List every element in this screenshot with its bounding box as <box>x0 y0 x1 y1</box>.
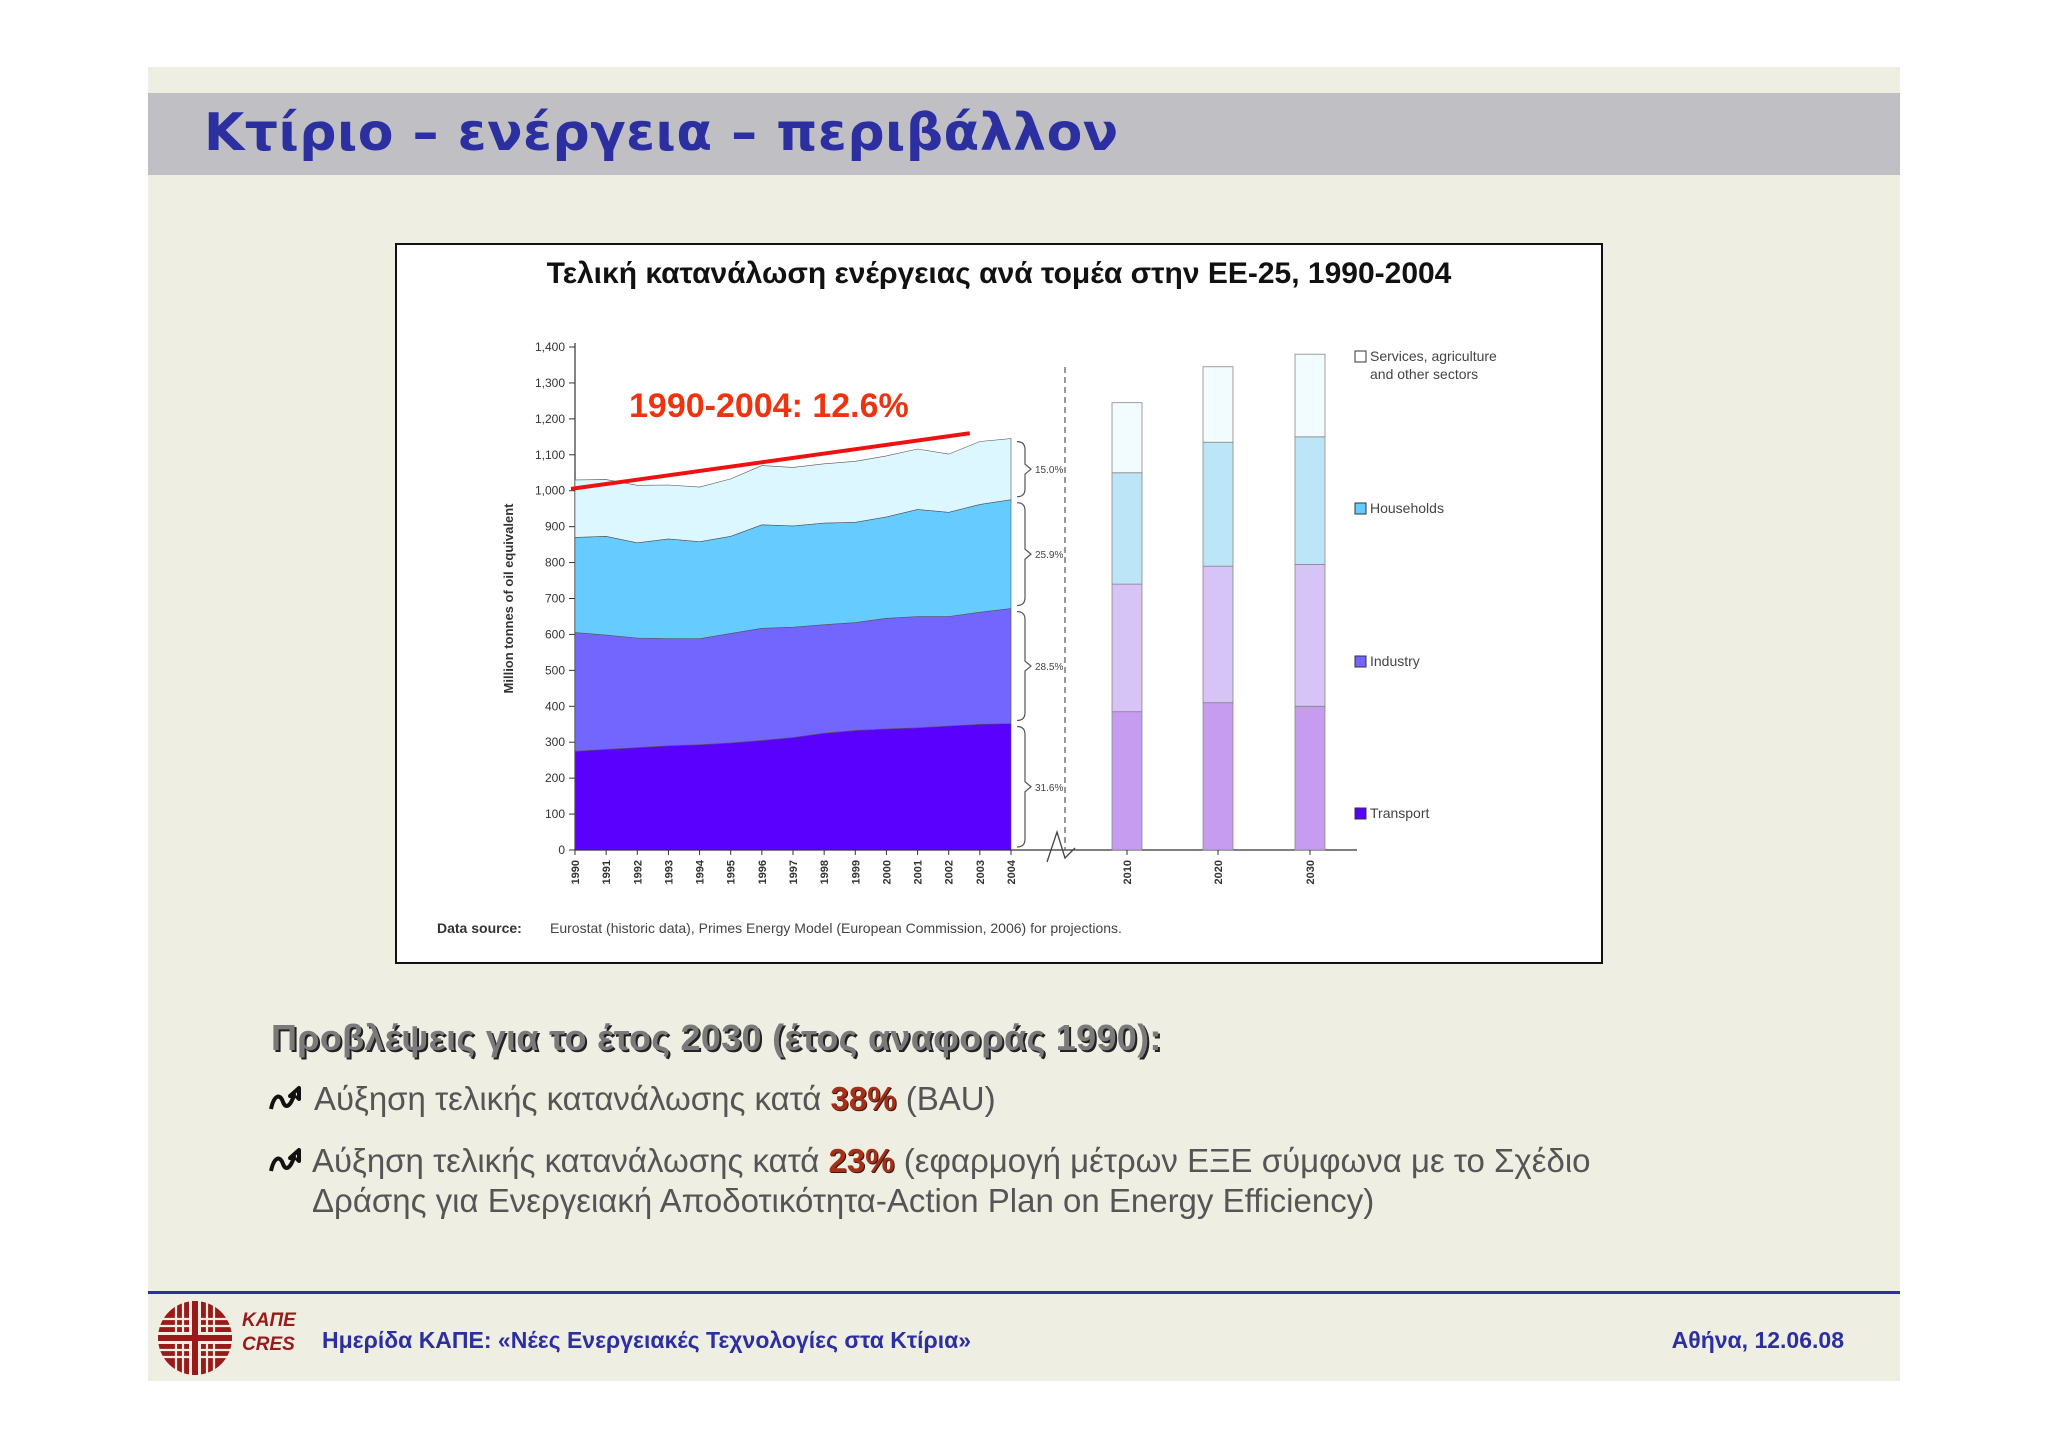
x-tick-label: 2010 <box>1122 860 1134 884</box>
footer-divider <box>148 1291 1900 1294</box>
cres-logo-icon <box>158 1301 232 1375</box>
x-tick-label: 2001 <box>913 860 925 884</box>
projection-bar-households <box>1202 441 1234 567</box>
share-label: 31.6% <box>1035 783 1063 794</box>
axis-break <box>1046 829 1076 863</box>
projection-bar-industry <box>1111 583 1143 713</box>
y-tick-label: 800 <box>545 556 565 570</box>
share-brace <box>1016 725 1032 848</box>
x-tick-label: 1997 <box>788 860 800 884</box>
share-brace <box>1016 502 1032 607</box>
x-tick-label: 2003 <box>975 860 987 884</box>
projection-bar-services <box>1294 353 1326 438</box>
legend-swatch <box>1354 655 1367 668</box>
projection-bar-industry <box>1202 565 1234 704</box>
share-label: 28.5% <box>1035 662 1063 673</box>
x-tick-label: 1999 <box>850 860 862 884</box>
forecast-item-value: 23% <box>828 1142 895 1179</box>
x-tick-label: 1996 <box>757 860 769 884</box>
projection-bar-services <box>1202 366 1234 443</box>
x-tick-label: 2030 <box>1305 860 1317 884</box>
projection-bar-transport <box>1202 702 1234 851</box>
forecast-item-text: Αύξηση τελικής κατανάλωσης κατά <box>314 1080 831 1117</box>
x-tick-label: 1995 <box>726 860 738 884</box>
projection-bar-transport <box>1111 711 1143 851</box>
y-tick-label: 900 <box>545 520 565 534</box>
x-tick-label: 2020 <box>1213 860 1225 884</box>
legend-label: and other sectors <box>1370 366 1478 382</box>
forecast-item-text-line2: Δράσης για Ενεργειακή Αποδοτικότητα-Acti… <box>312 1182 1375 1219</box>
energy-consumption-chart: 0 100 200 300 400 500 600 700 800 900 1,000 1,100 1,… <box>437 340 1497 936</box>
legend-swatch <box>1354 807 1367 820</box>
x-tick-label: 1998 <box>819 860 831 884</box>
y-tick-label: 100 <box>545 807 565 821</box>
legend-label: Services, agriculture <box>1370 348 1497 364</box>
y-tick-label: 200 <box>545 771 565 785</box>
legend-label: Households <box>1370 500 1444 516</box>
y-tick-label: 1,100 <box>535 448 565 462</box>
y-tick-label: 1,400 <box>535 340 565 354</box>
forecast-heading: Προβλέψεις για το έτος 2030 (έτος αναφορ… <box>271 1017 1162 1058</box>
y-tick-label: 500 <box>545 663 565 677</box>
projection-bar-households <box>1111 472 1143 585</box>
logo-text-kape: ΚΑΠΕ <box>242 1310 296 1331</box>
x-tick-label: 2004 <box>1006 859 1018 884</box>
forecast-item-bau: Αύξηση τελικής κατανάλωσης κατά 38% (BAU… <box>268 1079 1828 1123</box>
footer-event-title: Ημερίδα ΚΑΠΕ: «Νέες Ενεργειακές Τεχνολογ… <box>322 1327 972 1353</box>
slide: Κτίριο – ενέργεια – περιβάλλον Τελική κα… <box>148 67 1900 1381</box>
y-tick-label: 1,000 <box>535 484 565 498</box>
title-bar: Κτίριο – ενέργεια – περιβάλλον <box>148 93 1900 175</box>
slide-title: Κτίριο – ενέργεια – περιβάλλον <box>204 103 1119 163</box>
x-tick-label: 1993 <box>663 860 675 884</box>
forecast-item-note: (εφαρμογή μέτρων ΕΞΕ σύμφωνα με το Σχέδι… <box>894 1142 1591 1179</box>
x-tick-label: 1990 <box>570 860 582 884</box>
area-services <box>574 438 1012 544</box>
y-tick-label: 600 <box>545 627 565 641</box>
forecast-item-value: 38% <box>830 1080 897 1117</box>
y-tick-label: 300 <box>545 735 565 749</box>
y-axis-title: Million tonnes of oil equivalent <box>501 503 516 694</box>
data-source-label: Data source: <box>437 920 522 936</box>
x-tick-label: 2002 <box>944 860 956 884</box>
share-brace <box>1016 441 1032 498</box>
arrow-bullet-icon <box>269 1086 301 1110</box>
chart-title: Τελική κατανάλωση ενέργειας ανά τομέα στ… <box>546 257 1452 290</box>
forecast-item-text: Αύξηση τελικής κατανάλωσης κατά <box>312 1142 829 1179</box>
x-tick-label: 1992 <box>632 860 644 884</box>
share-label: 25.9% <box>1035 550 1063 561</box>
y-tick-label: 400 <box>545 699 565 713</box>
footer-date: Αθήνα, 12.06.08 <box>1671 1327 1844 1353</box>
footer-logo-text: ΚΑΠΕ CRES <box>242 1309 296 1357</box>
data-source-text: Eurostat (historic data), Primes Energy … <box>550 920 1122 936</box>
projection-bar-households <box>1294 436 1326 565</box>
y-tick-label: 1,200 <box>535 412 565 426</box>
x-tick-label: 1991 <box>601 860 613 884</box>
share-label: 15.0% <box>1035 465 1063 476</box>
y-tick-label: 1,300 <box>535 376 565 390</box>
chart-frame: Τελική κατανάλωση ενέργειας ανά τομέα στ… <box>395 243 1603 964</box>
trend-line <box>570 431 971 491</box>
trend-label: 1990-2004: 12.6% <box>629 387 909 425</box>
y-tick-label: 700 <box>545 592 565 606</box>
x-tick-label: 2000 <box>881 860 893 884</box>
logo-text-cres: CRES <box>242 1334 295 1355</box>
x-tick-label: 1994 <box>695 859 707 884</box>
y-tick-label: 0 <box>558 843 565 857</box>
legend-swatch <box>1354 502 1367 515</box>
legend-swatch <box>1354 350 1367 363</box>
projection-bar-services <box>1111 402 1143 474</box>
share-brace <box>1016 610 1032 722</box>
arrow-bullet-icon <box>269 1148 301 1172</box>
forecast-item-note: (BAU) <box>896 1080 996 1117</box>
projection-bar-industry <box>1294 563 1326 707</box>
forecast-item-action-plan: Αύξηση τελικής κατανάλωσης κατά 23% (εφα… <box>268 1141 1828 1225</box>
legend-label: Industry <box>1370 653 1420 669</box>
projection-bar-transport <box>1294 705 1326 851</box>
legend-label: Transport <box>1370 805 1430 821</box>
